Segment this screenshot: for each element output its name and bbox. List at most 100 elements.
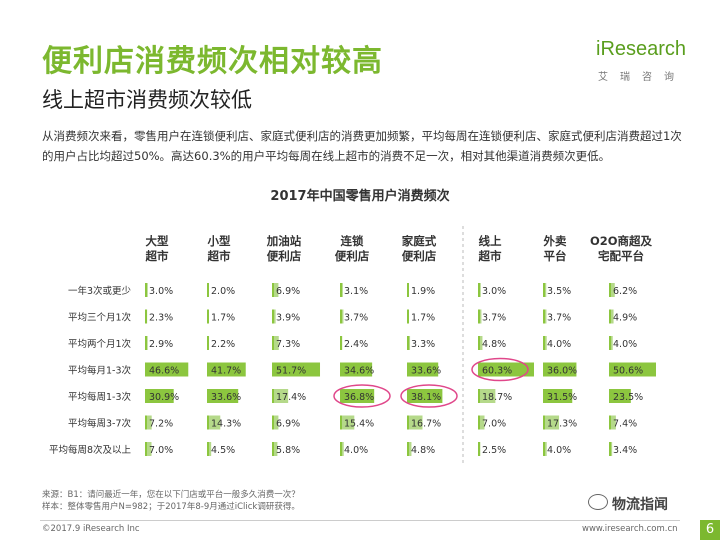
data-label: 6.9% [276, 419, 300, 430]
data-label: 30.9% [149, 392, 179, 403]
data-label: 7.3% [276, 339, 300, 350]
data-label: 3.9% [276, 313, 300, 324]
bar-edge [207, 442, 209, 456]
wechat-icon [588, 494, 608, 510]
data-label: 16.7% [411, 419, 441, 430]
data-label: 3.0% [482, 286, 506, 297]
footer-divider [40, 520, 680, 521]
bar-edge [272, 336, 274, 350]
footer-sample: 样本：整体零售用户N=982；于2017年8-9月通过iClick调研获得。 [42, 502, 300, 512]
bar-edge [145, 309, 147, 324]
bar-edge [272, 415, 274, 430]
bar-edge [145, 336, 147, 350]
bar [272, 362, 321, 377]
bar-edge [340, 283, 342, 297]
bar [407, 442, 412, 456]
data-label: 3.3% [411, 339, 435, 350]
bar-edge [340, 309, 342, 324]
column-header: 加油站 [266, 234, 302, 248]
bar-edge [145, 415, 147, 430]
column-header: 大型 [146, 234, 169, 248]
bar-edge [207, 309, 209, 324]
data-label: 1.7% [411, 313, 435, 324]
page-subtitle: 线上超市消费频次较低 [42, 88, 252, 112]
bar-edge [478, 283, 480, 297]
data-label: 4.9% [613, 313, 637, 324]
bar [543, 362, 577, 377]
watermark: 物流指闻 [612, 497, 668, 513]
data-label: 33.6% [411, 366, 441, 377]
bar-edge [543, 336, 545, 350]
footer-notes: 来源：B1：请问最近一年，您在以下门店或平台一般多久消费一次？ 样本：整体零售用… [42, 489, 300, 513]
data-label: 23.5% [613, 392, 643, 403]
bar-edge [609, 309, 611, 324]
row-label: 平均每周3-7次 [68, 418, 132, 430]
bar [478, 362, 534, 377]
column-header: 外卖 [543, 234, 567, 248]
bar [145, 362, 189, 377]
bar [478, 389, 496, 403]
bar [207, 362, 246, 377]
row-label: 一年3次或更少 [68, 285, 132, 297]
logo-text: iResearch [596, 38, 687, 60]
bar-edge [145, 442, 147, 456]
bar [207, 389, 239, 403]
data-label: 1.9% [411, 286, 435, 297]
bar [609, 389, 631, 403]
data-label: 7.0% [482, 419, 506, 430]
bar-edge [207, 336, 209, 350]
bar-edge [478, 309, 480, 324]
bar-edge [609, 336, 611, 350]
bar-edge [340, 415, 342, 430]
column-header: 线上 [479, 234, 502, 248]
bar [609, 283, 615, 297]
footer-url[interactable]: www.iresearch.com.cn [582, 524, 678, 534]
bar [272, 336, 279, 350]
bar-edge [145, 283, 147, 297]
bar [272, 442, 278, 456]
data-label: 3.7% [547, 313, 571, 324]
bar [609, 309, 614, 324]
data-label: 4.0% [344, 445, 368, 456]
data-label: 50.6% [613, 366, 643, 377]
bar-edge [207, 415, 209, 430]
data-label: 3.7% [344, 313, 368, 324]
bar [340, 362, 373, 377]
highlight-circle [400, 384, 458, 408]
column-header: 超市 [478, 249, 502, 263]
column-header: 平台 [544, 249, 567, 263]
bar [272, 389, 289, 403]
data-label: 17.3% [547, 419, 577, 430]
bar [609, 362, 656, 377]
bar-edge [207, 283, 209, 297]
data-label: 2.9% [149, 339, 173, 350]
bar [207, 442, 212, 456]
chart-title: 2017年中国零售用户消费频次 [270, 189, 450, 204]
data-label: 3.5% [547, 286, 571, 297]
highlight-circle [333, 384, 391, 408]
iresearch-logo: iResearch 艾瑞咨询 [586, 38, 696, 88]
bar-edge [272, 389, 274, 403]
bar [340, 389, 375, 403]
bar-edge [407, 415, 409, 430]
row-label: 平均两个月1次 [68, 338, 132, 350]
column-header: 便利店 [335, 249, 370, 263]
bar [207, 415, 221, 430]
bar-edge [609, 283, 611, 297]
bar-edge [340, 336, 342, 350]
data-label: 34.6% [344, 366, 374, 377]
bar-edge [543, 309, 545, 324]
data-label: 4.0% [613, 339, 637, 350]
data-label: 1.7% [211, 313, 235, 324]
data-label: 36.8% [344, 392, 374, 403]
bar-edge [478, 442, 480, 456]
data-label: 14.3% [211, 419, 241, 430]
bar-edge [340, 442, 342, 456]
bar-edge [272, 442, 274, 456]
bar-edge [407, 336, 409, 350]
column-header: 超市 [145, 249, 169, 263]
data-label: 38.1% [411, 392, 441, 403]
bar [543, 389, 573, 403]
bar-edge [478, 415, 480, 430]
